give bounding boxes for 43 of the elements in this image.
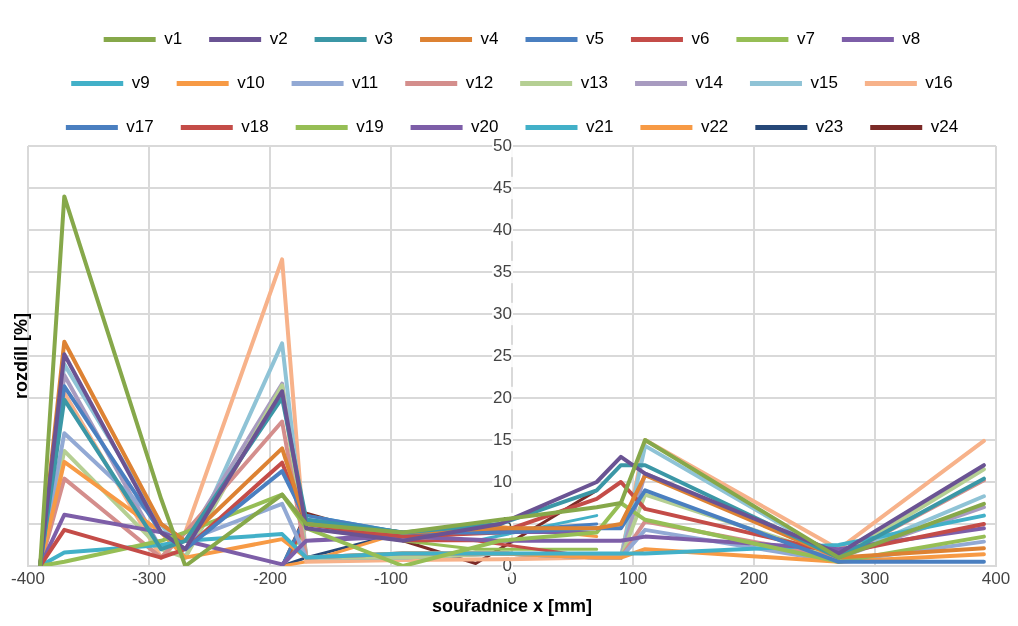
legend-label: v13 xyxy=(580,73,609,93)
legend-label: v18 xyxy=(241,117,269,137)
legend-label: v22 xyxy=(700,117,729,137)
y-tick-label: 45 xyxy=(493,177,512,197)
x-tick-label: 200 xyxy=(739,568,769,588)
y-tick-label: 25 xyxy=(493,345,512,365)
legend-label: v6 xyxy=(691,29,710,49)
x-axis-title: souřadnice x [mm] xyxy=(431,596,593,617)
y-tick-label: 40 xyxy=(493,219,512,239)
x-tick-label: -200 xyxy=(252,568,288,588)
legend-label: v7 xyxy=(796,29,815,49)
legend-label: v8 xyxy=(902,29,921,49)
legend-label: v10 xyxy=(237,73,265,93)
legend-label: v15 xyxy=(810,73,838,93)
legend-label: v9 xyxy=(131,73,150,93)
legend-label: v16 xyxy=(925,73,953,93)
legend-label: v12 xyxy=(465,73,494,93)
x-tick-label: 300 xyxy=(860,568,890,588)
x-tick-label: -300 xyxy=(131,568,167,588)
legend-label: v24 xyxy=(930,117,959,137)
y-tick-label: 10 xyxy=(493,471,512,491)
y-tick-label: 50 xyxy=(493,135,512,155)
legend-label: v5 xyxy=(586,29,604,49)
legend-label: v21 xyxy=(586,117,614,137)
x-tick-label: -100 xyxy=(373,568,409,588)
legend-label: v17 xyxy=(126,117,154,137)
legend-label: v20 xyxy=(471,117,499,137)
legend-label: v2 xyxy=(269,29,288,49)
y-tick-label: 15 xyxy=(493,429,512,449)
legend-label: v1 xyxy=(164,29,183,49)
legend-label: v14 xyxy=(695,73,723,93)
y-axis-title: rozdíll [%] xyxy=(10,313,31,399)
x-tick-label: 100 xyxy=(618,568,648,588)
y-tick-label: 20 xyxy=(493,387,512,407)
legend-label: v3 xyxy=(375,29,394,49)
legend-label: v4 xyxy=(480,29,499,49)
y-tick-label: 35 xyxy=(493,261,512,281)
y-tick-label: 30 xyxy=(493,303,512,323)
x-tick-label: 400 xyxy=(981,568,1011,588)
legend-label: v11 xyxy=(352,73,379,93)
legend-label: v23 xyxy=(815,117,844,137)
legend-label: v19 xyxy=(356,117,384,137)
x-tick-label: -400 xyxy=(10,568,46,588)
